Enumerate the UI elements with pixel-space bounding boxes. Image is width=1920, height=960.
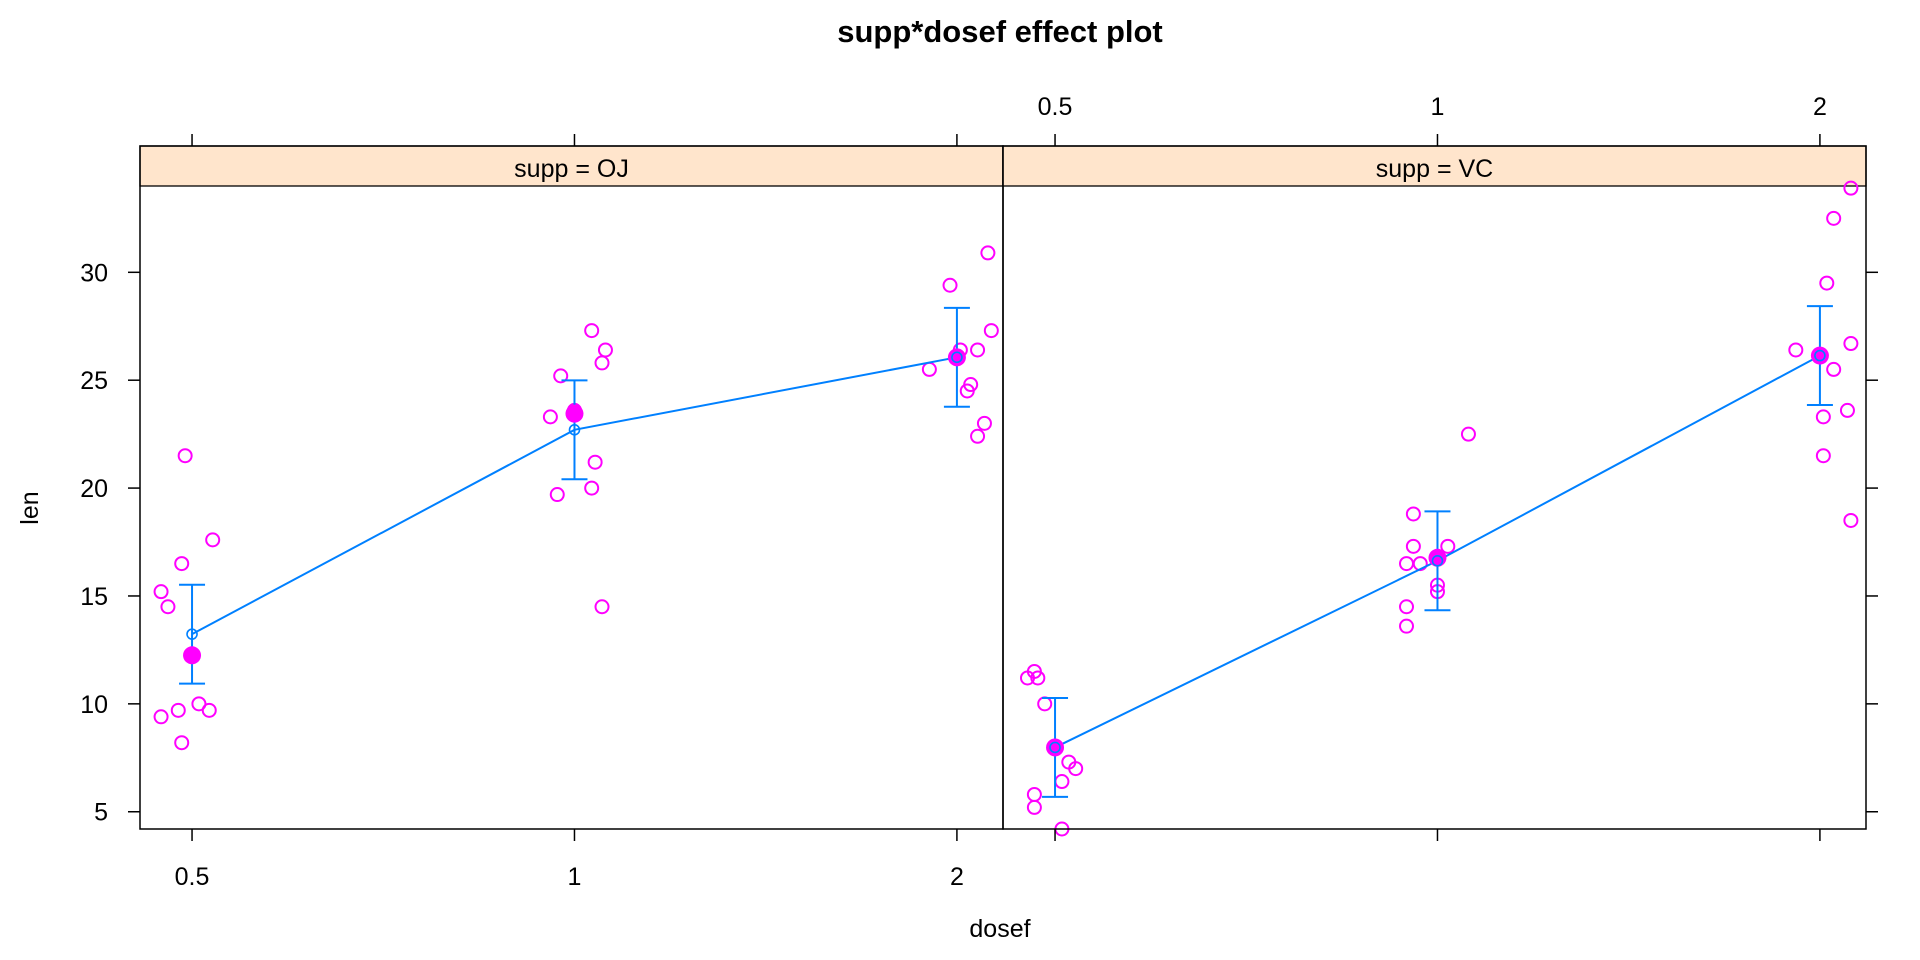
observation-point bbox=[1839, 402, 1855, 418]
observation-point bbox=[549, 487, 565, 503]
x-tick-label: 2 bbox=[1813, 93, 1827, 121]
strip-label: supp = OJ bbox=[514, 155, 629, 183]
observation-point bbox=[942, 277, 958, 293]
observation-point bbox=[177, 448, 193, 464]
strip-0 bbox=[139, 145, 1004, 187]
y-tick-label: 10 bbox=[80, 691, 108, 719]
observation-point bbox=[201, 702, 217, 718]
observation-point bbox=[160, 599, 176, 615]
panel-frame bbox=[139, 145, 1004, 830]
observation-point bbox=[1398, 618, 1414, 634]
observation-point bbox=[1843, 336, 1859, 352]
observation-point bbox=[1826, 361, 1842, 377]
x-axis-label: dosef bbox=[969, 915, 1030, 943]
observation-point bbox=[980, 245, 996, 261]
y-tick-label: 20 bbox=[80, 475, 108, 503]
strip-1 bbox=[1002, 145, 1867, 187]
observation-point bbox=[1819, 275, 1835, 291]
observation-point bbox=[983, 323, 999, 339]
y-tick-label: 15 bbox=[80, 583, 108, 611]
chart-title: supp*dosef effect plot bbox=[837, 14, 1163, 49]
observation-point bbox=[963, 377, 979, 393]
observation-point bbox=[174, 735, 190, 751]
observation-point bbox=[584, 480, 600, 496]
observation-point bbox=[153, 709, 169, 725]
observation-point bbox=[1398, 599, 1414, 615]
observation-point bbox=[1026, 799, 1042, 815]
observation-point bbox=[1460, 426, 1476, 442]
observation-point bbox=[1026, 786, 1042, 802]
observation-point bbox=[584, 323, 600, 339]
group-mean-point bbox=[183, 646, 202, 665]
panel-frame bbox=[1002, 145, 1867, 830]
observation-point bbox=[1405, 506, 1421, 522]
x-tick-label: 1 bbox=[568, 863, 582, 891]
observation-point bbox=[597, 342, 613, 358]
x-tick-label: 2 bbox=[950, 863, 964, 891]
group-mean-point bbox=[1428, 548, 1447, 567]
observation-point bbox=[1061, 754, 1077, 770]
group-mean-point bbox=[947, 348, 966, 367]
observation-point bbox=[153, 584, 169, 600]
observation-point bbox=[594, 599, 610, 615]
group-mean-point bbox=[1046, 738, 1065, 757]
fit-point bbox=[186, 628, 198, 640]
strip-label: supp = VC bbox=[1376, 155, 1493, 183]
observation-point bbox=[553, 368, 569, 384]
group-mean-point bbox=[1810, 346, 1829, 365]
observation-point bbox=[1398, 556, 1414, 572]
observation-point bbox=[1788, 342, 1804, 358]
observation-point bbox=[205, 532, 221, 548]
observation-point bbox=[921, 361, 937, 377]
observation-point bbox=[1843, 180, 1859, 196]
observation-point bbox=[1054, 774, 1070, 790]
observation-point bbox=[1030, 670, 1046, 686]
observation-point bbox=[594, 355, 610, 371]
observation-point bbox=[976, 415, 992, 431]
observation-point bbox=[587, 454, 603, 470]
x-tick-label: 0.5 bbox=[175, 863, 210, 891]
observation-point bbox=[174, 556, 190, 572]
observation-point bbox=[170, 702, 186, 718]
observation-point bbox=[191, 696, 207, 712]
y-axis-label: len bbox=[16, 491, 44, 524]
observation-point bbox=[542, 409, 558, 425]
group-mean-point bbox=[565, 404, 584, 423]
observation-point bbox=[1815, 448, 1831, 464]
x-tick-label: 0.5 bbox=[1038, 93, 1073, 121]
observation-point bbox=[1440, 538, 1456, 554]
fit-point bbox=[1431, 554, 1444, 567]
observation-point bbox=[1405, 538, 1421, 554]
fit-point bbox=[568, 424, 581, 436]
fit-point bbox=[1049, 741, 1061, 754]
observation-point bbox=[1843, 512, 1859, 528]
observation-point bbox=[970, 342, 986, 358]
observation-point bbox=[1826, 210, 1842, 226]
fit-point bbox=[1814, 349, 1826, 362]
x-tick-label: 1 bbox=[1431, 93, 1445, 121]
y-tick-label: 5 bbox=[94, 799, 108, 827]
fit-point bbox=[951, 351, 963, 364]
observation-point bbox=[970, 428, 986, 444]
y-tick-label: 25 bbox=[80, 367, 108, 395]
observation-point bbox=[1815, 409, 1831, 425]
y-tick-label: 30 bbox=[80, 259, 108, 287]
observation-point bbox=[1037, 696, 1053, 712]
